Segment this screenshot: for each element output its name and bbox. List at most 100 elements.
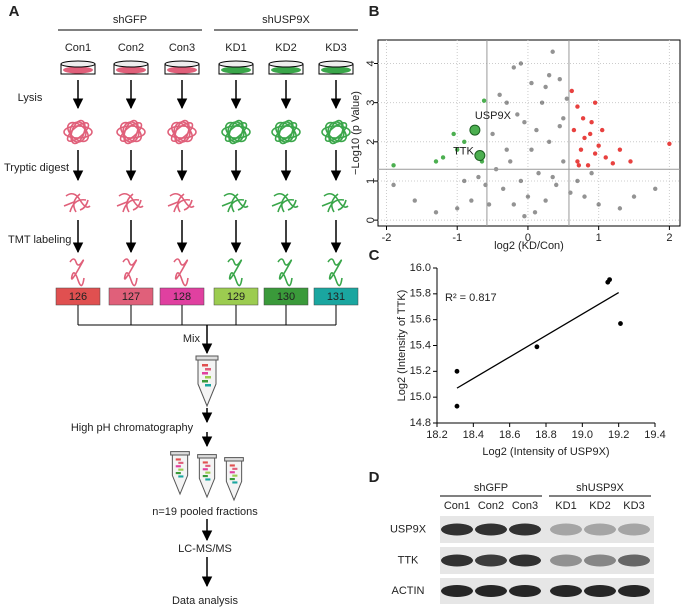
dish-rim	[60, 60, 96, 68]
band	[441, 554, 473, 567]
data-point	[391, 182, 396, 188]
fraction-tube	[197, 454, 217, 499]
protein-tangle	[321, 119, 351, 145]
peptide-fragments	[116, 192, 144, 213]
step-label: Data analysis	[172, 595, 239, 607]
band	[475, 585, 507, 597]
data-point	[497, 92, 502, 98]
step-label: TMT labeling	[8, 234, 71, 246]
fragment	[173, 198, 191, 213]
fragment	[69, 198, 87, 213]
fragment	[271, 199, 297, 211]
panel-letter: D	[369, 469, 380, 486]
band	[584, 585, 616, 597]
data-point	[455, 147, 460, 152]
x-tick-label: 19.2	[608, 429, 629, 441]
highlight-point	[469, 124, 481, 136]
tangle-loop	[170, 121, 194, 143]
tmt-tag-label: 127	[122, 291, 140, 303]
tangle-loop	[70, 119, 86, 145]
data-point	[534, 127, 539, 133]
data-point	[587, 131, 593, 137]
panel-letter: C	[369, 247, 380, 264]
data-point	[580, 116, 586, 121]
data-point	[575, 178, 580, 184]
tube-band	[232, 474, 238, 477]
tube-band	[202, 475, 208, 478]
peptide-fragments	[271, 192, 299, 213]
labeled-peptide	[227, 258, 243, 287]
data-point	[522, 120, 527, 125]
data-point	[476, 174, 481, 180]
band	[509, 585, 541, 597]
band	[584, 554, 616, 567]
data-point	[515, 112, 520, 117]
tube-body	[225, 461, 243, 502]
fraction-tube	[224, 457, 244, 502]
data-point	[500, 186, 506, 191]
protein-tangle	[167, 119, 197, 145]
data-point	[582, 194, 587, 199]
band	[618, 554, 650, 567]
x-tick-label: 2	[666, 232, 672, 244]
tube-body	[198, 458, 216, 499]
dish-medium	[271, 66, 301, 74]
data-point	[617, 206, 623, 211]
sample-tube	[195, 355, 219, 408]
data-point	[607, 277, 612, 283]
data-point	[525, 194, 531, 199]
row-label: TTK	[398, 554, 419, 566]
data-point	[433, 159, 439, 164]
fragment	[116, 199, 142, 211]
tube-band	[205, 471, 211, 474]
sample-label: KD3	[325, 42, 346, 54]
data-point	[617, 147, 623, 152]
row-label: USP9X	[390, 523, 427, 535]
point-annotation: TTK	[453, 145, 474, 157]
tube-band	[205, 478, 211, 481]
tube-band	[229, 478, 235, 481]
y-axis-label: −Log10 (p Value)	[350, 91, 362, 175]
peptide-fragments	[63, 192, 91, 213]
fragment	[327, 198, 345, 213]
dish-medium	[221, 66, 251, 74]
step-label: High pH chromatography	[71, 422, 194, 434]
tangle-loop	[224, 122, 248, 142]
tangle-loop	[278, 119, 294, 145]
data-point	[462, 139, 467, 145]
highlight-point	[474, 150, 486, 162]
data-point	[454, 403, 460, 409]
data-point	[557, 123, 562, 129]
x-axis-label: log2 (KD/Con)	[494, 240, 564, 252]
tube-band	[175, 472, 181, 475]
y-tick-label: 0	[365, 217, 377, 223]
fragment	[280, 193, 289, 213]
y-tick-label: 15.6	[410, 314, 431, 326]
tangle-loop	[324, 121, 348, 143]
data-point	[546, 139, 552, 145]
protein-tangle	[63, 119, 93, 145]
tube-band	[205, 384, 211, 387]
tube-band	[202, 461, 208, 464]
lane-label: Con1	[444, 500, 470, 512]
sample-label: KD1	[225, 42, 246, 54]
row-label: ACTIN	[392, 585, 425, 597]
step-label: Mix	[183, 333, 201, 345]
r-squared: R² = 0.817	[445, 292, 497, 304]
y-tick-label: 15.8	[410, 288, 431, 300]
tube-band	[175, 465, 181, 468]
peptide-fragments	[321, 192, 349, 213]
tangle-loop	[228, 119, 244, 145]
lane-label: Con2	[478, 500, 504, 512]
y-tick-label: 15.2	[410, 365, 431, 377]
y-tick-label: 3	[365, 100, 377, 106]
data-point	[433, 210, 439, 215]
data-point	[571, 127, 577, 133]
lane-label: KD3	[623, 500, 644, 512]
dish-rim	[113, 60, 149, 68]
fragment	[63, 199, 89, 211]
tube-band	[202, 380, 208, 383]
panel-letter: B	[369, 3, 380, 20]
dish-medium	[167, 66, 197, 74]
tube-band	[229, 471, 235, 474]
